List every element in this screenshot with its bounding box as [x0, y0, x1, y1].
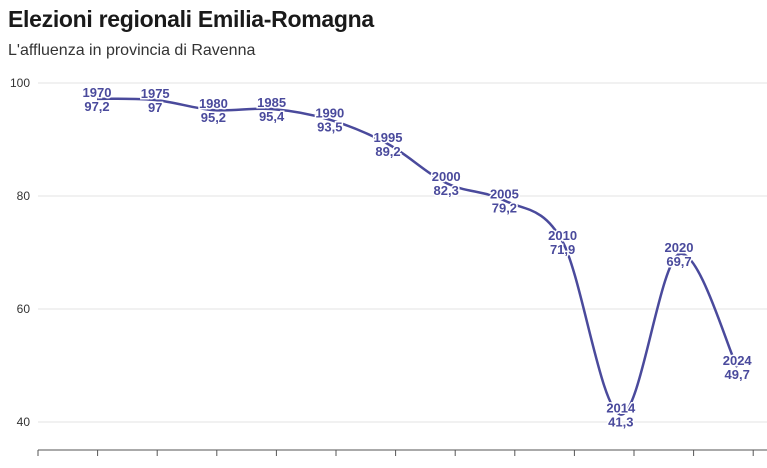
point-value-label: 82,3	[434, 183, 459, 198]
point-year-label: 2005	[490, 187, 519, 202]
point-value-label: 69,7	[666, 254, 691, 269]
point-value-label: 79,2	[492, 201, 517, 216]
y-tick-label: 80	[17, 189, 31, 203]
y-tick-label: 40	[17, 415, 31, 429]
point-value-label: 93,5	[317, 120, 342, 135]
point-year-label: 2000	[432, 169, 461, 184]
point-year-label: 2014	[606, 401, 636, 416]
point-value-label: 97	[148, 100, 162, 115]
point-year-label: 1980	[199, 96, 228, 111]
point-year-label: 2020	[665, 240, 694, 255]
point-value-label: 95,4	[259, 109, 285, 124]
point-year-label: 2024	[723, 353, 753, 368]
point-value-label: 49,7	[725, 367, 750, 382]
point-value-label: 97,2	[84, 99, 109, 114]
point-value-label: 41,3	[608, 415, 633, 430]
point-year-label: 1975	[141, 86, 170, 101]
point-year-label: 1990	[315, 106, 344, 121]
point-year-label: 1970	[83, 85, 112, 100]
y-tick-label: 100	[10, 76, 30, 90]
point-year-label: 1995	[374, 130, 403, 145]
series-line	[96, 97, 739, 416]
point-value-label: 95,2	[201, 110, 226, 125]
point-year-label: 2010	[548, 228, 577, 243]
y-tick-label: 60	[17, 302, 31, 316]
chart-subtitle: L'affluenza in provincia di Ravenna	[8, 42, 256, 59]
point-year-label: 1985	[257, 95, 286, 110]
chart-title: Elezioni regionali Emilia-Romagna	[8, 6, 374, 32]
point-value-label: 71,9	[550, 242, 575, 257]
point-value-label: 89,2	[375, 144, 400, 159]
